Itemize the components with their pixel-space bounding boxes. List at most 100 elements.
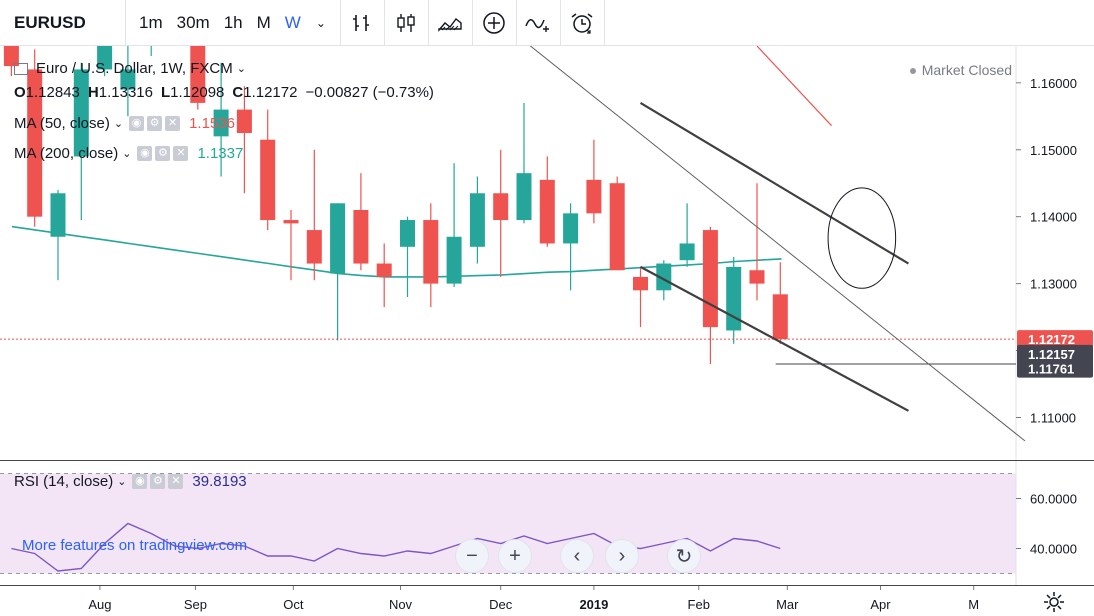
rsi-settings-icon[interactable]: ⚙	[150, 474, 166, 489]
rsi-remove-icon[interactable]: ✕	[168, 474, 184, 489]
candle-body	[400, 220, 415, 247]
symbol-search[interactable]: EURUSD	[0, 0, 126, 46]
alert-icon[interactable]	[517, 0, 561, 46]
candle-body	[120, 69, 136, 90]
candle-body	[213, 109, 229, 137]
candle-body	[493, 193, 509, 221]
ma200-remove-icon[interactable]: ✕	[173, 146, 189, 161]
candle-body	[516, 173, 532, 221]
rsi-value: 39.8193	[192, 473, 247, 490]
ma200-visibility-icon[interactable]: ◉	[137, 146, 153, 161]
price-tick-label: 1.14000	[1030, 210, 1077, 225]
ohlc-c-label: C	[232, 84, 244, 101]
ma50-dropdown-icon[interactable]: ⌄	[113, 118, 124, 130]
legend-ma200-row: MA (200, close) ⌄ ◉ ⚙ ✕ 1.1337	[14, 145, 243, 162]
rsi-pane[interactable]: 60.0000 40.0000 RSI (14, close) ⌄ ◉ ⚙ ✕ 39.…	[0, 461, 1094, 586]
ma50-settings-icon[interactable]: ⚙	[147, 116, 163, 131]
rsi-label[interactable]: RSI (14, close)	[14, 473, 114, 490]
zoom-out-button[interactable]: −	[455, 539, 489, 573]
settings-gear-icon[interactable]	[1042, 590, 1066, 614]
reset-chart-button[interactable]: ↻	[667, 539, 701, 573]
price-tick-label: 1.16000	[1030, 76, 1077, 91]
scroll-left-button[interactable]: ‹	[560, 539, 594, 573]
candle-body	[563, 213, 579, 244]
price-pane[interactable]: 1.160001.150001.140001.130001.120001.110…	[0, 46, 1094, 461]
zoom-in-button[interactable]: +	[498, 539, 532, 573]
candle-body	[633, 276, 648, 291]
candle-body	[50, 193, 66, 237]
plus-icon: +	[509, 544, 521, 567]
interval-1h[interactable]: 1h	[223, 12, 243, 32]
highlight-ellipse	[827, 187, 897, 289]
legend-ma50-row: MA (50, close) ⌄ ◉ ⚙ ✕ 1.1536	[14, 115, 235, 132]
interval-1m[interactable]: 1m	[139, 12, 163, 32]
time-tick-label: M	[968, 597, 979, 612]
candle-body	[423, 220, 439, 284]
indicators-icon[interactable]	[341, 0, 385, 46]
candle-body	[306, 230, 322, 264]
rsi-tick-label: 40.0000	[1030, 542, 1077, 557]
candle-body	[446, 236, 462, 284]
price-tick-label: 1.15000	[1030, 143, 1077, 158]
price-label-bg	[1017, 359, 1093, 378]
watermark-link[interactable]: More features on tradingview.com	[22, 537, 248, 554]
ohlc-c-value: 1.12172	[243, 84, 298, 101]
time-axis[interactable]: Aug Sep Oct Nov Dec 2019 Feb Mar Apr M	[0, 586, 1094, 616]
price-tick-label: 1.11000	[1030, 410, 1076, 425]
candle-body	[353, 209, 369, 264]
collapse-legend-icon[interactable]	[14, 62, 28, 75]
candles-icon[interactable]	[385, 0, 429, 46]
candle-body	[376, 263, 392, 277]
legend-dropdown-icon[interactable]: ⌄	[236, 63, 246, 75]
ma200-settings-icon[interactable]: ⚙	[155, 146, 171, 161]
time-tick-label: Apr	[870, 597, 891, 612]
time-tick-label: Aug	[88, 597, 111, 612]
candle-body	[539, 179, 555, 244]
rsi-legend-row: RSI (14, close) ⌄ ◉ ⚙ ✕ 39.8193	[14, 473, 247, 490]
ma200-dropdown-icon[interactable]: ⌄	[122, 148, 132, 160]
rsi-dropdown-icon[interactable]: ⌄	[117, 476, 127, 488]
candle-body	[749, 270, 765, 284]
ohlc-h-value: 1.13316	[98, 84, 153, 101]
price-chart[interactable]: 1.160001.150001.140001.130001.120001.110…	[0, 46, 1094, 461]
candle-body	[679, 243, 695, 261]
add-icon[interactable]	[473, 0, 517, 46]
time-axis-labels[interactable]: Aug Sep Oct Nov Dec 2019 Feb Mar Apr M	[0, 586, 1094, 616]
legend-title-row: Euro / U.S. Dollar, 1W, FXCM ⌄	[14, 60, 246, 77]
candle-body	[97, 46, 113, 70]
ma50-visibility-icon[interactable]: ◉	[129, 116, 145, 131]
candle-body	[586, 179, 602, 214]
candle-body	[190, 46, 206, 103]
candle-body	[772, 294, 788, 340]
rsi-visibility-icon[interactable]: ◉	[132, 474, 148, 489]
ma200-label[interactable]: MA (200, close)	[14, 145, 119, 162]
ohlc-o-label: O	[14, 84, 26, 101]
price-tick-label: 1.13000	[1030, 277, 1077, 292]
scroll-right-button[interactable]: ›	[605, 539, 639, 573]
trend-line	[639, 101, 910, 265]
replay-icon[interactable]	[561, 0, 605, 46]
reset-icon: ↻	[675, 545, 693, 568]
compare-icon[interactable]	[429, 0, 473, 46]
ma200-value: 1.1337	[197, 145, 244, 162]
candle-body	[260, 139, 276, 221]
price-label-text: 1.11761	[1028, 362, 1074, 377]
ma50-remove-icon[interactable]: ✕	[165, 116, 181, 131]
ma50-label[interactable]: MA (50, close)	[14, 115, 110, 132]
market-status-label: Market Closed	[921, 62, 1012, 78]
ohlc-h-label: H	[87, 84, 99, 101]
candle-body	[283, 220, 299, 224]
interval-group: 1m 30m 1h M W ⌄	[126, 0, 341, 46]
candle-body	[27, 69, 43, 217]
ohlc-o-value: 1.12843	[25, 84, 80, 101]
interval-w[interactable]: W	[284, 12, 301, 32]
top-toolbar: EURUSD 1m 30m 1h M W ⌄	[0, 0, 1094, 46]
candle-body	[3, 46, 19, 67]
interval-dropdown-icon[interactable]: ⌄	[315, 15, 326, 30]
interval-m[interactable]: M	[256, 12, 271, 32]
time-tick-label: Dec	[489, 597, 513, 612]
ohlc-l-value: 1.12098	[170, 84, 225, 101]
candle-body	[702, 230, 718, 328]
interval-30m[interactable]: 30m	[176, 12, 210, 32]
time-tick-label: Oct	[283, 597, 304, 612]
